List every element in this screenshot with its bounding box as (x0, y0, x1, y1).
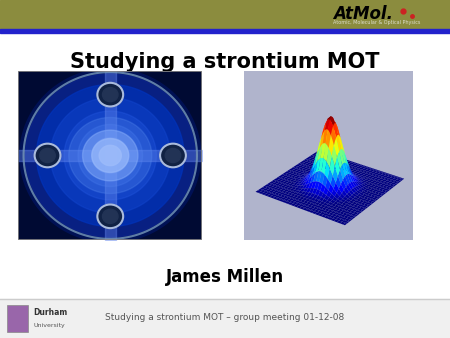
Polygon shape (99, 145, 122, 166)
Text: AtMol.: AtMol. (333, 5, 393, 23)
Polygon shape (50, 98, 170, 213)
Text: Durham: Durham (34, 308, 68, 317)
Circle shape (97, 83, 123, 106)
Polygon shape (83, 130, 138, 181)
Bar (0, 29, 450, 33)
Text: Studying a strontium MOT – group meeting 01-12-08: Studying a strontium MOT – group meeting… (105, 313, 345, 322)
Polygon shape (20, 69, 201, 242)
Bar (0, 0, 450, 29)
Text: James Millen: James Millen (166, 268, 284, 286)
Text: Studying a strontium MOT: Studying a strontium MOT (70, 51, 380, 72)
Circle shape (103, 209, 118, 223)
Polygon shape (64, 111, 156, 200)
Bar (0, 299, 450, 338)
Circle shape (35, 144, 60, 167)
Polygon shape (92, 139, 129, 172)
Polygon shape (78, 124, 143, 187)
Circle shape (40, 148, 55, 163)
Text: Atomic, Molecular & Optical Physics: Atomic, Molecular & Optical Physics (333, 21, 420, 25)
Polygon shape (36, 84, 184, 226)
Circle shape (165, 148, 181, 163)
Circle shape (97, 204, 123, 228)
Text: University: University (34, 323, 66, 328)
Polygon shape (69, 118, 152, 193)
Polygon shape (92, 138, 129, 173)
Circle shape (103, 88, 118, 102)
Circle shape (160, 144, 186, 167)
Polygon shape (25, 74, 195, 237)
FancyBboxPatch shape (7, 305, 28, 332)
